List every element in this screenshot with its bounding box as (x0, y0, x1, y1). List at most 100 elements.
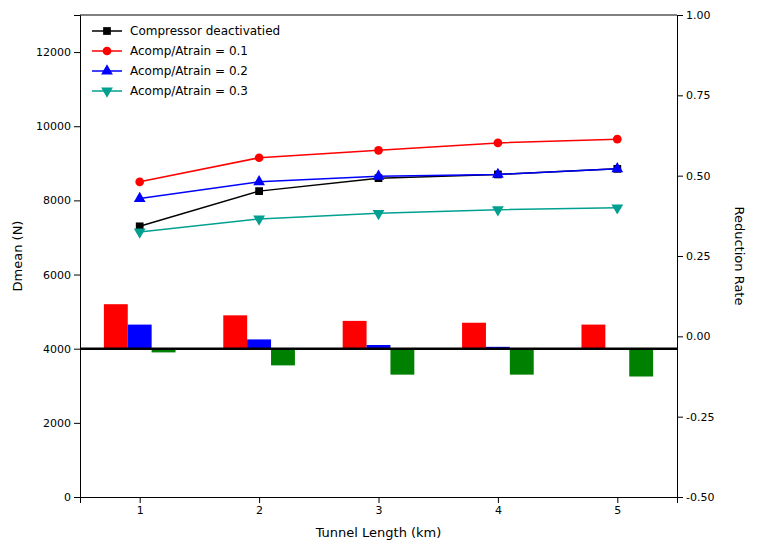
frame (80, 15, 677, 16)
y-axis-title: Dmean (N) (10, 221, 25, 292)
tick-label: 3 (376, 504, 383, 517)
line (140, 169, 618, 199)
tick-mark (677, 176, 683, 177)
tick-mark (379, 497, 380, 503)
marker (613, 135, 622, 144)
bar (128, 325, 152, 349)
tick-label: 0.75 (686, 89, 711, 102)
y-axis: 0 2000 4000 6000 8000 10000 12000 (36, 16, 81, 505)
line (140, 208, 618, 232)
tick-mark (140, 497, 141, 503)
tick-mark (74, 275, 80, 276)
legend: Compressor deactivatied Acomp/Atrain = 0.… (92, 24, 280, 98)
legend-label: Compressor deactivatied (130, 24, 280, 38)
bar (629, 349, 653, 377)
marker (611, 204, 623, 214)
tick: 5 (614, 497, 621, 517)
tick: 0.00 (677, 330, 711, 343)
tick-label: 1.00 (686, 9, 711, 22)
tick: 4000 (43, 343, 80, 356)
line (140, 139, 618, 182)
tick-label: -0.25 (686, 411, 714, 424)
bar-series (128, 325, 510, 349)
line-series (134, 162, 623, 202)
bar-series (152, 349, 653, 377)
tick-mark (74, 126, 80, 127)
baseline (80, 347, 677, 350)
tick-label: 6000 (43, 269, 71, 282)
tick-mark (677, 15, 683, 16)
bar-series (104, 304, 605, 348)
legend-label: Acomp/Atrain = 0.2 (130, 64, 248, 78)
tick-mark (677, 256, 683, 257)
tick: 2 (256, 497, 263, 517)
axis-line (74, 16, 81, 498)
tick-label: 4000 (43, 343, 71, 356)
marker (253, 175, 265, 185)
marker (134, 229, 146, 239)
tick: 2000 (43, 417, 80, 430)
tick-label: 1 (137, 504, 144, 517)
bar (343, 321, 367, 349)
tick-mark (74, 349, 80, 350)
bar (390, 349, 414, 375)
tick-mark (498, 497, 499, 503)
tick-label: 0.50 (686, 170, 711, 183)
marker (373, 210, 385, 220)
tick-mark (259, 497, 260, 503)
tick-label: 4 (495, 504, 502, 517)
tick-label: 0 (64, 491, 71, 504)
bar (223, 315, 247, 348)
tick: 0.50 (677, 170, 711, 183)
tick: -0.50 (677, 491, 714, 504)
tick-mark (677, 336, 683, 337)
legend-item: Acomp/Atrain = 0.2 (92, 64, 248, 78)
tick: 1 (137, 497, 144, 517)
tick: 3 (376, 497, 383, 517)
y2-axis-title: Reduction Rate (732, 207, 747, 306)
tick-mark (74, 52, 80, 53)
line-series (136, 165, 621, 230)
chart: 12345020004000600080001000012000-0.50-0.… (0, 0, 757, 549)
tick-label: 0.25 (686, 250, 711, 263)
legend-item: Acomp/Atrain = 0.3 (92, 84, 248, 98)
marker (134, 192, 146, 202)
tick-mark (617, 497, 618, 503)
tick: 10000 (36, 120, 80, 133)
bar (462, 323, 486, 349)
marker (611, 162, 623, 172)
tick-mark (74, 497, 80, 498)
tick: -0.25 (677, 411, 714, 424)
marker (373, 169, 385, 179)
tick: 0 (64, 491, 80, 504)
x-axis-title: Tunnel Length (km) (315, 525, 442, 540)
marker (253, 216, 265, 226)
y2-axis: -0.50 -0.25 0.00 0.25 0.50 0.75 1.00 (677, 9, 714, 504)
bar (510, 349, 534, 375)
marker (135, 177, 144, 186)
tick-mark (74, 200, 80, 201)
tick-mark (677, 417, 683, 418)
legend-item: Compressor deactivatied (92, 24, 280, 38)
marker (492, 206, 504, 216)
tick: 8000 (43, 194, 80, 207)
tick: 12000 (36, 46, 80, 59)
legend-item: Acomp/Atrain = 0.1 (92, 44, 248, 58)
bar (247, 339, 271, 348)
marker (494, 139, 503, 148)
legend-label: Acomp/Atrain = 0.1 (130, 44, 248, 58)
line-series (135, 135, 621, 186)
marker (374, 146, 383, 155)
tick-label: 5 (614, 504, 621, 517)
tick-label: 10000 (36, 120, 71, 133)
tick-mark (74, 423, 80, 424)
tick-label: 2 (256, 504, 263, 517)
tick: 0.25 (677, 250, 711, 263)
axis-line (81, 498, 678, 504)
tick-mark (677, 95, 683, 96)
tick-label: -0.50 (686, 491, 714, 504)
tick-label: 12000 (36, 46, 71, 59)
tick-mark (677, 497, 683, 498)
legend-marker (103, 27, 111, 35)
tick: 6000 (43, 269, 80, 282)
